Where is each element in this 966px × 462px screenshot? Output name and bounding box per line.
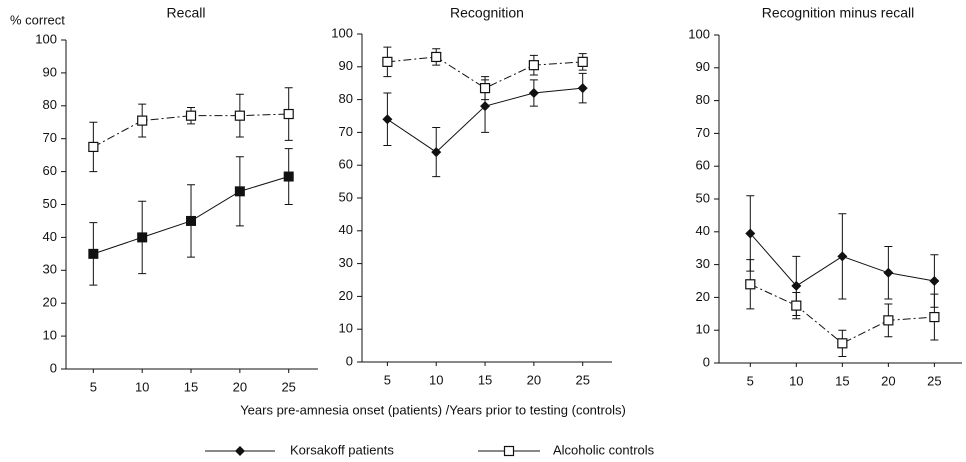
y-tick-label: 70 bbox=[339, 124, 353, 139]
legend-marker bbox=[503, 445, 515, 457]
y-tick-label: 40 bbox=[339, 222, 353, 237]
data-point bbox=[577, 83, 588, 94]
x-tick-label: 5 bbox=[384, 372, 391, 387]
y-tick-label: 0 bbox=[50, 360, 57, 375]
data-point bbox=[479, 83, 491, 94]
data-point bbox=[791, 300, 802, 311]
y-tick-label: 20 bbox=[696, 289, 710, 304]
data-point bbox=[88, 248, 99, 259]
y-tick-label: 50 bbox=[696, 190, 710, 205]
data-point bbox=[382, 114, 393, 125]
data-point bbox=[431, 51, 442, 63]
y-tick-label: 90 bbox=[696, 59, 710, 74]
y-tick-label: 70 bbox=[43, 130, 57, 145]
x-tick-label: 25 bbox=[281, 379, 295, 394]
x-tick-label: 15 bbox=[478, 372, 492, 387]
y-tick-label: 100 bbox=[35, 31, 57, 46]
x-tick-label: 20 bbox=[527, 372, 541, 387]
y-tick-label: 40 bbox=[43, 229, 57, 244]
data-point bbox=[88, 141, 99, 153]
y-axis-label: % correct bbox=[10, 12, 65, 27]
data-point bbox=[480, 101, 491, 112]
series-line bbox=[750, 283, 935, 344]
y-tick-label: 50 bbox=[43, 196, 57, 211]
y-tick-label: 30 bbox=[339, 255, 353, 270]
x-tick-label: 10 bbox=[789, 373, 803, 388]
data-point bbox=[234, 110, 245, 121]
data-point bbox=[382, 56, 393, 67]
y-tick-label: 40 bbox=[696, 223, 710, 238]
x-tick-label: 15 bbox=[835, 373, 849, 388]
y-tick-label: 0 bbox=[703, 354, 710, 369]
chart-title: Recall bbox=[167, 5, 206, 21]
y-tick-label: 80 bbox=[696, 92, 710, 107]
y-tick-label: 90 bbox=[43, 64, 57, 79]
y-tick-label: 10 bbox=[339, 321, 353, 336]
data-point bbox=[837, 338, 848, 349]
x-tick-label: 25 bbox=[575, 372, 589, 387]
data-point bbox=[528, 88, 539, 99]
y-tick-label: 80 bbox=[339, 91, 353, 106]
data-point bbox=[577, 56, 588, 67]
y-tick-label: 100 bbox=[688, 26, 710, 41]
chart-title: Recognition minus recall bbox=[762, 5, 915, 21]
y-tick-label: 10 bbox=[43, 328, 57, 343]
y-tick-label: 90 bbox=[339, 58, 353, 73]
data-point bbox=[929, 276, 940, 286]
x-tick-label: 5 bbox=[90, 379, 97, 394]
y-tick-label: 60 bbox=[43, 163, 57, 178]
legend-label: Alcoholic controls bbox=[553, 442, 655, 457]
data-point bbox=[837, 251, 848, 262]
y-tick-label: 70 bbox=[696, 125, 710, 140]
data-point bbox=[929, 311, 940, 323]
data-point bbox=[283, 171, 294, 182]
y-tick-label: 30 bbox=[696, 256, 710, 271]
data-point bbox=[186, 215, 197, 226]
y-tick-label: 50 bbox=[339, 189, 353, 204]
x-tick-label: 20 bbox=[233, 379, 247, 394]
y-tick-label: 60 bbox=[339, 157, 353, 172]
series-line bbox=[387, 56, 583, 89]
data-point bbox=[745, 279, 756, 290]
y-tick-label: 10 bbox=[696, 322, 710, 337]
y-tick-label: 80 bbox=[43, 97, 57, 112]
x-axis-label: Years pre-amnesia onset (patients) /Year… bbox=[240, 402, 626, 417]
x-tick-label: 10 bbox=[429, 372, 443, 387]
data-point bbox=[137, 115, 148, 126]
legend-label: Korsakoff patients bbox=[290, 442, 394, 457]
y-tick-label: 0 bbox=[346, 353, 353, 368]
data-point bbox=[234, 186, 245, 197]
y-tick-label: 30 bbox=[43, 262, 57, 277]
data-point bbox=[883, 267, 894, 278]
y-tick-label: 20 bbox=[43, 295, 57, 310]
data-point bbox=[137, 232, 148, 243]
x-tick-label: 15 bbox=[184, 379, 198, 394]
x-tick-label: 25 bbox=[927, 373, 941, 388]
data-point bbox=[883, 315, 894, 326]
data-point bbox=[283, 108, 294, 120]
data-point bbox=[528, 60, 539, 71]
chart-title: Recognition bbox=[450, 5, 524, 21]
series-line bbox=[93, 113, 289, 148]
y-tick-label: 100 bbox=[331, 25, 353, 40]
data-point bbox=[431, 147, 442, 158]
data-point bbox=[791, 280, 802, 291]
x-tick-label: 5 bbox=[747, 373, 754, 388]
legend-marker bbox=[235, 446, 245, 456]
data-point bbox=[745, 228, 756, 239]
x-tick-label: 10 bbox=[135, 379, 149, 394]
y-tick-label: 60 bbox=[696, 158, 710, 173]
data-point bbox=[185, 110, 197, 121]
y-tick-label: 20 bbox=[339, 288, 353, 303]
x-tick-label: 20 bbox=[881, 373, 895, 388]
